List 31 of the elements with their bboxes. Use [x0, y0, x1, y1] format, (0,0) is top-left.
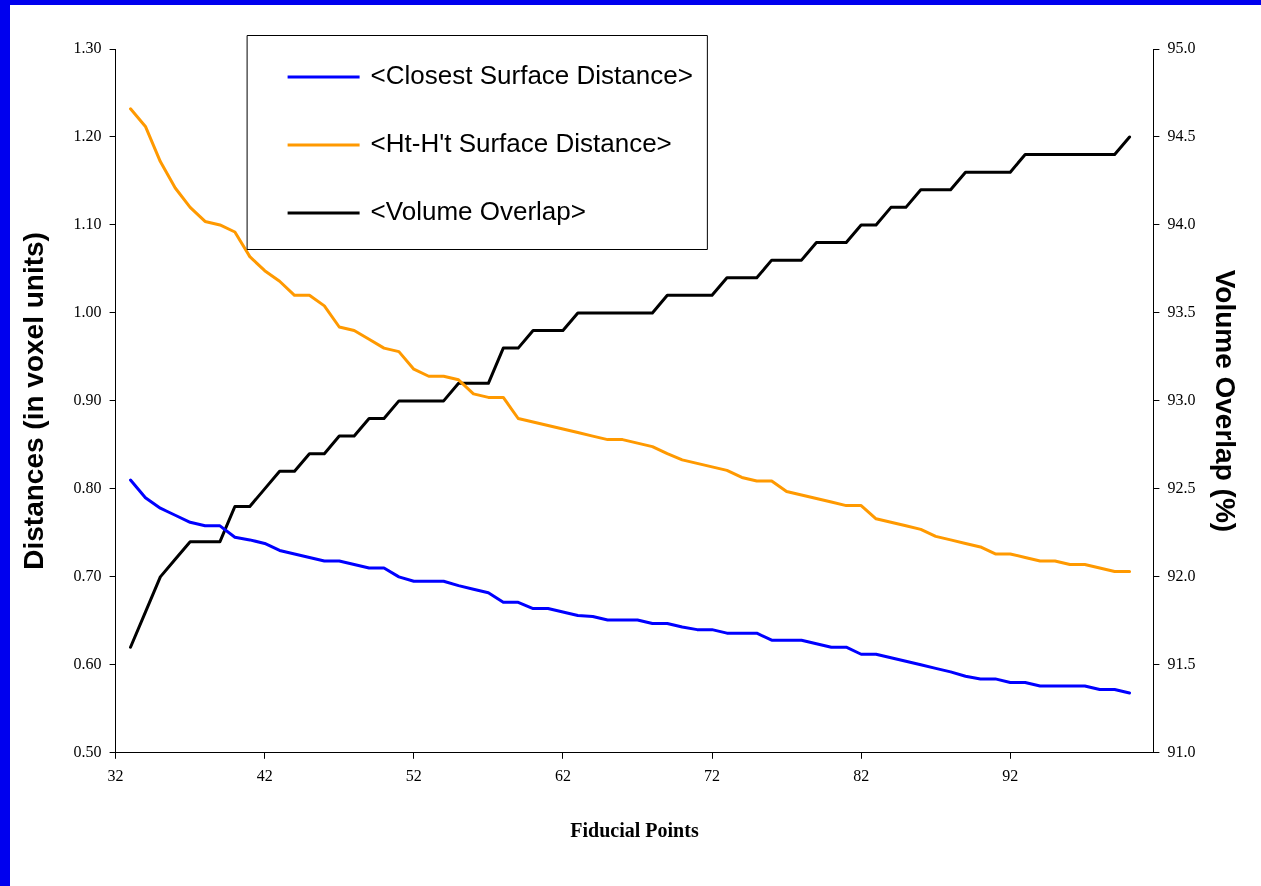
y2-tick-label: 94.5 — [1167, 127, 1196, 145]
y-tick-label: 0.70 — [73, 567, 102, 585]
y-axis-title: Distances (in voxel units) — [17, 232, 49, 570]
y-tick-label: 1.00 — [73, 303, 102, 321]
y-tick-label: 1.10 — [73, 215, 102, 233]
y2-tick-label: 93.0 — [1167, 391, 1196, 409]
x-tick-label: 82 — [853, 766, 870, 784]
x-tick-label: 62 — [554, 766, 571, 784]
y2-axis-title: Volume Overlap (%) — [1210, 269, 1242, 533]
x-tick-label: 92 — [1002, 766, 1019, 784]
y2-tick-label: 93.5 — [1167, 303, 1196, 321]
y-tick-label: 0.80 — [73, 479, 102, 497]
x-axis-title: Fiducial Points — [570, 819, 699, 842]
y2-tick-label: 94.0 — [1167, 215, 1196, 233]
x-tick-label: 52 — [405, 766, 422, 784]
y-tick-label: 0.90 — [73, 391, 102, 409]
legend-label: <Ht-H't Surface Distance> — [370, 128, 672, 159]
y2-tick-label: 92.5 — [1167, 479, 1196, 497]
y2-tick-label: 91.5 — [1167, 655, 1196, 673]
y-tick-label: 1.20 — [73, 127, 102, 145]
y-tick-label: 1.30 — [73, 39, 102, 57]
y-tick-label: 0.60 — [73, 655, 102, 673]
y2-tick-label: 92.0 — [1167, 567, 1196, 585]
y-tick-label: 0.50 — [73, 743, 102, 760]
y2-tick-label: 91.0 — [1167, 743, 1196, 760]
x-tick-label: 72 — [704, 766, 721, 784]
y2-tick-label: 95.0 — [1167, 39, 1196, 57]
x-tick-label: 42 — [256, 766, 273, 784]
legend-label: <Volume Overlap> — [370, 196, 586, 227]
legend-label: <Closest Surface Distance> — [370, 60, 693, 91]
x-tick-label: 32 — [107, 766, 124, 784]
